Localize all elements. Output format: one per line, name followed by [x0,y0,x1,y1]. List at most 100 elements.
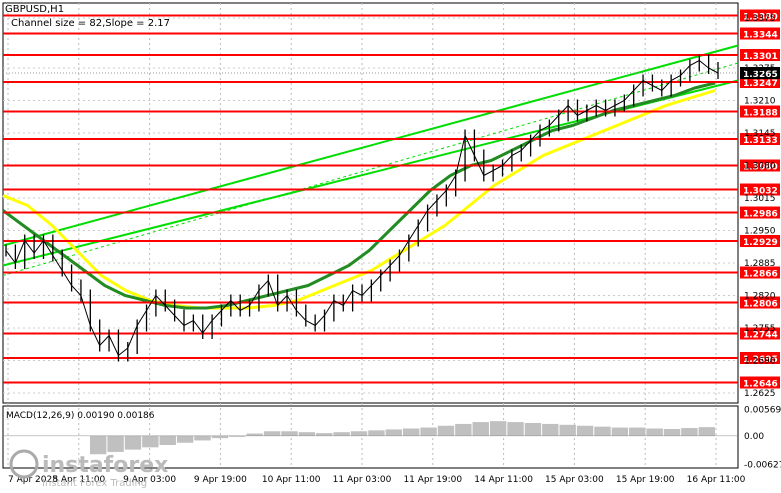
x-tick-label: 8 Apr 11:00 [52,475,105,485]
price-axis: 1.3375 1.3275 1.3210 1.3145 1.3080 1.3015 1.29… [744,14,781,471]
macd-bar [159,435,176,446]
level-badge-label: 1.2986 [743,210,778,220]
level-badge [740,296,780,309]
level-badge-label: 1.3188 [743,109,778,119]
price-line [5,59,719,357]
macd-bar [403,428,420,436]
macd-bar [124,435,142,450]
macd-bar [611,427,629,436]
level-badge [740,266,780,279]
y-tick-label: 1.3080 [744,162,776,172]
level-badge [740,133,780,145]
level-badge-label: 1.2646 [743,380,778,390]
macd-bar [524,422,542,436]
macd-bar [437,425,455,436]
macd-bar [594,426,611,436]
level-badge [740,376,780,389]
level-badge-label: 1.2866 [743,270,778,280]
level-badge-label: 1.3301 [743,52,778,62]
macd-tick-label: 0.00 [744,432,764,442]
moving-averages [2,81,716,310]
macd-bar [368,430,385,436]
level-badge-label: 1.2744 [743,331,778,341]
macd-bar [211,435,229,439]
macd-bar [698,427,715,436]
macd-bar [663,428,681,436]
macd-bar [681,428,698,436]
macd-bar [420,427,437,436]
level-badge [740,183,780,196]
macd-bar [559,424,576,436]
watermark-logo-icon [9,449,39,479]
x-tick-label: 16 Apr 11:00 [687,475,746,485]
level-badge-label: 1.3380 [743,13,778,23]
watermark-brand: instaforex [42,453,168,478]
level-badge [740,159,780,172]
y-tick-label: 1.2950 [744,227,776,237]
level-badge [740,235,780,247]
x-tick-label: 15 Apr 03:00 [545,475,604,485]
macd-bar [507,422,524,436]
ma-yellow-line [2,89,716,310]
macd-bar [472,422,489,436]
macd-bar [316,433,333,436]
y-tick-label: 1.3145 [744,129,776,139]
level-badge-label: 1.2929 [743,238,778,248]
level-badge [740,327,780,340]
level-badge [740,352,780,364]
watermark: instaforex Instant Forex Trading [9,449,168,489]
macd-bar [176,435,194,443]
level-badge [740,206,780,219]
level-badge-label: 1.3032 [743,187,778,197]
macd-panel [3,421,738,455]
macd-bar [194,435,211,441]
macd-bar [489,421,507,436]
level-badge-label: 1.3344 [743,31,778,41]
level-badge [740,105,780,118]
macd-bar [281,431,298,436]
macd-bar [646,428,663,436]
y-tick-label: 1.3015 [744,194,776,204]
x-tick-label: 9 Apr 19:00 [194,475,247,485]
x-tick-label: 11 Apr 03:00 [333,475,392,485]
price-series [5,54,719,362]
current-price-badge [740,67,780,79]
macd-label: MACD(12,26,9) 0.00190 0.00186 [6,411,155,421]
current-price-label: 1.3265 [743,70,778,80]
macd-bar [542,423,559,436]
macd-bar [333,432,350,436]
x-tick-label: 15 Apr 19:00 [616,475,675,485]
y-tick-label: 1.2755 [744,324,776,334]
macd-bar [263,431,281,436]
chart-title: GBPUSD,H1 [5,4,64,15]
level-badge-label: 1.2695 [743,355,778,365]
macd-bar [142,435,159,448]
level-badge-label: 1.2806 [743,300,778,310]
level-badge-label: 1.3133 [743,136,778,146]
grid [2,2,739,469]
macd-bar [90,435,107,455]
channel-info: Channel size = 82,Slope = 2.17 [11,18,170,29]
macd-bar [107,435,124,452]
macd-tick-label: 0.00569 [744,406,781,416]
ma-green-line [2,81,716,310]
macd-bar [629,427,646,436]
level-badge [740,27,780,40]
y-tick-label: 1.2690 [744,357,776,367]
main-frame [2,2,739,404]
macd-frame [2,405,739,469]
y-tick-label: 1.2820 [744,292,776,302]
x-tick-label: 9 Apr 03:00 [123,475,176,485]
macd-bar [576,425,594,436]
x-tick-label: 14 Apr 11:00 [474,475,533,485]
level-badge [740,49,780,61]
macd-bar [455,423,472,436]
x-tick-label: 7 Apr 2025 [8,475,58,485]
macd-tick-label: -0.00627 [744,461,781,471]
level-lines: 1.3380 1.3344 1.3301 1.3247 1.3188 1.3133 1.30… [3,9,780,390]
level-badge-label: 1.3080 [743,163,778,173]
macd-bar [385,429,402,436]
